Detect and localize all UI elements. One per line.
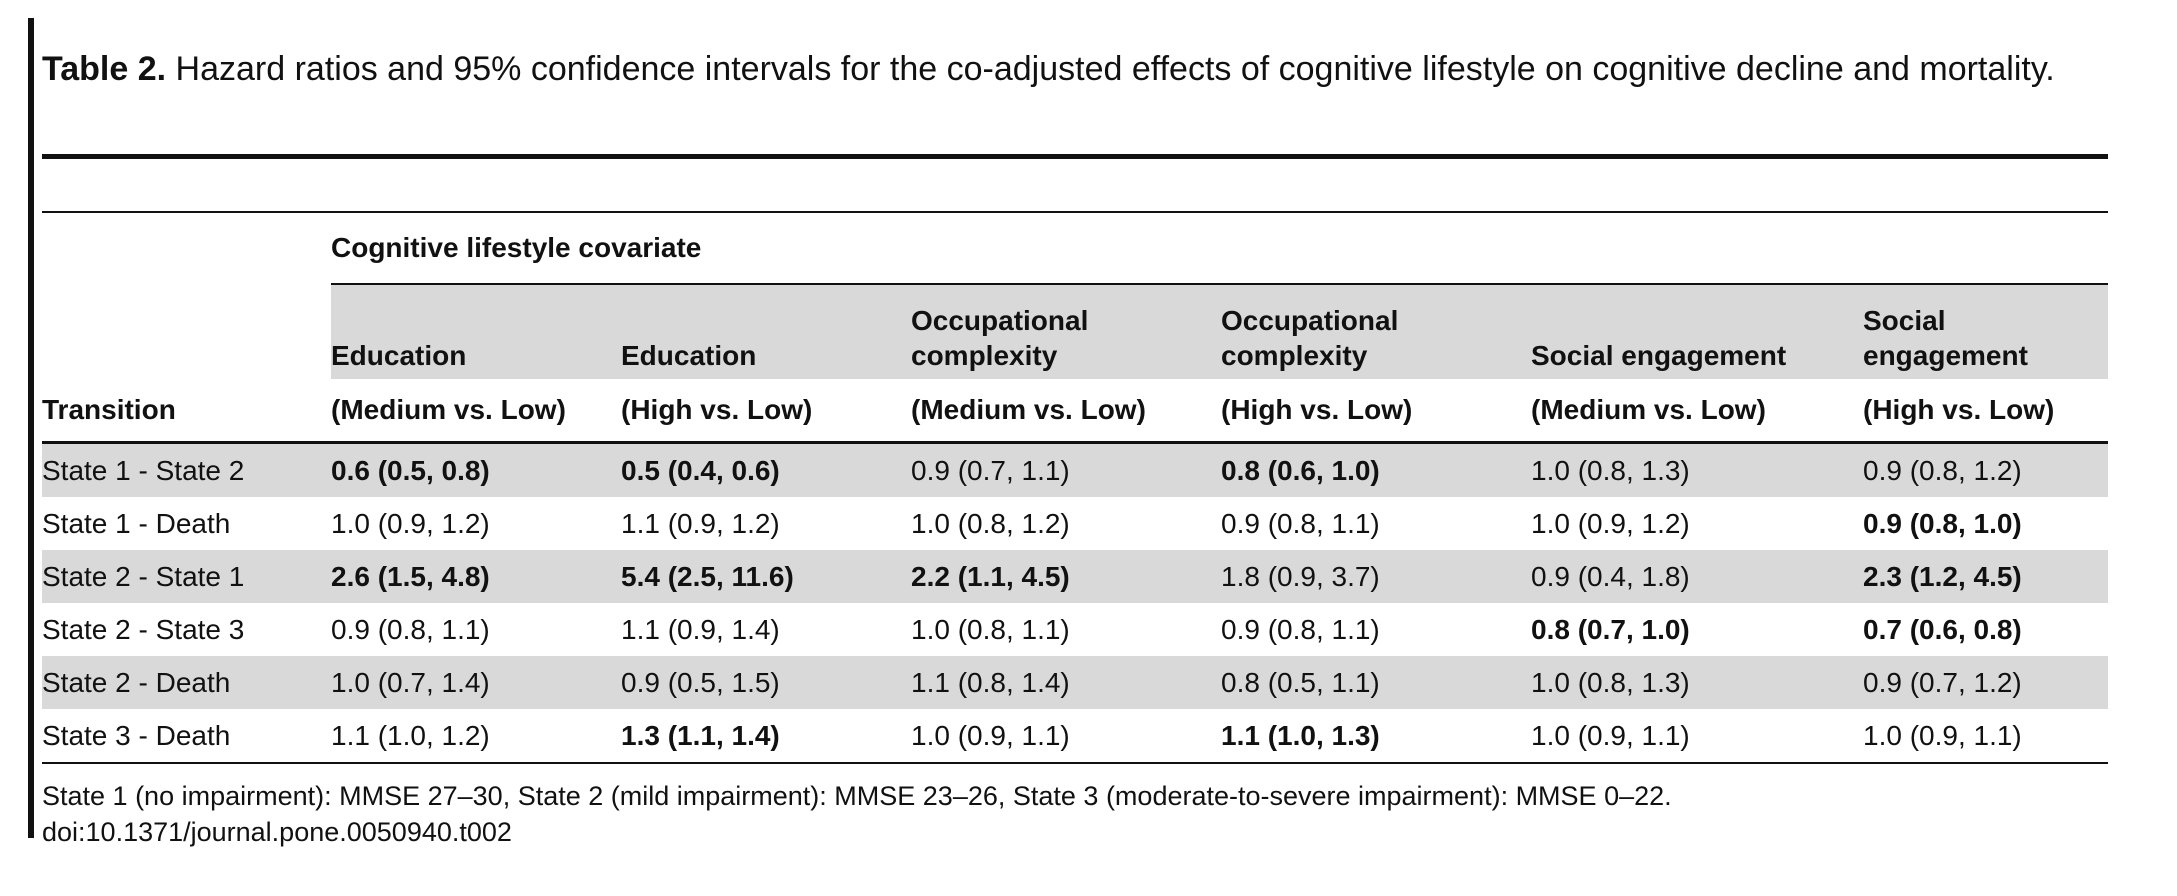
hazard-ratio-cell: 1.0 (0.9, 1.1): [911, 709, 1221, 764]
transition-cell: State 2 - Death: [42, 656, 331, 709]
hazard-ratio-cell: 1.0 (0.8, 1.2): [911, 507, 1070, 539]
col-header-line1: Education: [621, 284, 911, 379]
col-header-line2: (Medium vs. Low): [911, 379, 1221, 444]
hazard-ratio-cell: 1.1 (1.0, 1.3): [1221, 709, 1531, 764]
hazard-ratio-cell: 1.0 (0.7, 1.4): [331, 656, 621, 709]
table-row: State 2 - Death 1.0 (0.7, 1.4) 0.9 (0.5,…: [42, 656, 2109, 709]
hazard-ratio-cell: 1.3 (1.1, 1.4): [621, 709, 911, 764]
hazard-ratio-cell: 0.5 (0.4, 0.6): [621, 442, 911, 497]
table-caption-text: Hazard ratios and 95% confidence interva…: [166, 50, 2055, 88]
table-row: State 3 - Death 1.1 (1.0, 1.2) 1.3 (1.1,…: [42, 709, 2109, 764]
hazard-ratio-cell: 1.8 (0.9, 3.7): [1221, 550, 1531, 603]
col-header-line2: (High vs. Low): [1221, 379, 1531, 444]
col-header-line1: Occupational complexity: [911, 284, 1221, 379]
column-header-row-2: Transition (Medium vs. Low) (High vs. Lo…: [42, 379, 2109, 444]
hazard-ratio-cell: 0.8 (0.5, 1.1): [1221, 656, 1531, 709]
col-header-line2: (Medium vs. Low): [1531, 379, 1863, 444]
table-body: State 1 - State 2 0.6 (0.5, 0.8) 0.5 (0.…: [42, 442, 2109, 764]
hazard-ratio-cell: 0.8 (0.7, 1.0): [1531, 613, 1690, 645]
hazard-ratio-cell: 0.9 (0.8, 1.1): [1221, 613, 1380, 645]
hazard-ratio-cell: 0.9 (0.8, 1.2): [1863, 442, 2109, 497]
column-header-row-1: Education Education Occupational complex…: [42, 284, 2109, 379]
hazard-ratio-cell: 0.9 (0.7, 1.2): [1863, 656, 2109, 709]
table-row: State 1 - State 2 0.6 (0.5, 0.8) 0.5 (0.…: [42, 442, 2109, 497]
hazard-ratio-cell: 1.1 (0.8, 1.4): [911, 656, 1221, 709]
col-header-line1: Education: [331, 284, 621, 379]
hazard-ratio-cell: 0.9 (0.8, 1.1): [1221, 507, 1380, 539]
transition-header-spacer: [42, 284, 331, 379]
col-header-line2: (Medium vs. Low): [331, 379, 621, 444]
hazard-ratio-cell: 0.8 (0.6, 1.0): [1221, 442, 1531, 497]
hazard-ratio-cell: 1.1 (0.9, 1.4): [621, 613, 780, 645]
table-row: State 2 - State 1 2.6 (1.5, 4.8) 5.4 (2.…: [42, 550, 2109, 603]
hazard-ratio-cell: 1.0 (0.9, 1.1): [1863, 709, 2109, 764]
caption-divider: [42, 154, 2108, 159]
hazard-ratio-cell: 1.0 (0.8, 1.3): [1531, 442, 1863, 497]
hazard-ratio-cell: 2.3 (1.2, 4.5): [1863, 550, 2109, 603]
table-footnote: State 1 (no impairment): MMSE 27–30, Sta…: [42, 778, 2102, 850]
hazard-ratio-cell: 5.4 (2.5, 11.6): [621, 550, 911, 603]
hazard-ratio-table: Cognitive lifestyle covariate Education …: [42, 211, 2109, 764]
col-header-line1: Social engagement: [1863, 284, 2109, 379]
transition-header: Transition: [42, 379, 331, 444]
transition-cell: State 1 - Death: [42, 507, 231, 539]
hazard-ratio-cell: 1.0 (0.9, 1.2): [1531, 507, 1690, 539]
transition-cell: State 2 - State 3: [42, 613, 245, 645]
hazard-ratio-cell: 0.9 (0.8, 1.1): [331, 613, 490, 645]
hazard-ratio-cell: 1.0 (0.8, 1.1): [911, 613, 1070, 645]
footnote-state-definitions: State 1 (no impairment): MMSE 27–30, Sta…: [42, 781, 1672, 811]
hazard-ratio-cell: 0.7 (0.6, 0.8): [1863, 613, 2022, 645]
hazard-ratio-cell: 2.2 (1.1, 4.5): [911, 550, 1221, 603]
hazard-ratio-cell: 2.6 (1.5, 4.8): [331, 550, 621, 603]
hazard-ratio-cell: 0.9 (0.4, 1.8): [1531, 550, 1863, 603]
group-header-cognitive-lifestyle: Cognitive lifestyle covariate: [331, 211, 2109, 285]
col-header-line2: (High vs. Low): [621, 379, 911, 444]
group-header-spacer: [42, 211, 331, 284]
footnote-doi: doi:10.1371/journal.pone.0050940.t002: [42, 817, 512, 847]
col-header-line2: (High vs. Low): [1863, 379, 2109, 444]
hazard-ratio-cell: 0.9 (0.5, 1.5): [621, 656, 911, 709]
table-row: State 1 - Death 1.0 (0.9, 1.2) 1.1 (0.9,…: [42, 497, 2108, 550]
transition-cell: State 2 - State 1: [42, 550, 331, 603]
hazard-ratio-cell: 0.6 (0.5, 0.8): [331, 442, 621, 497]
col-header-line1: Social engagement: [1531, 284, 1863, 379]
left-margin-rule: [28, 18, 34, 838]
hazard-ratio-cell: 1.0 (0.9, 1.2): [331, 507, 490, 539]
transition-cell: State 1 - State 2: [42, 442, 331, 497]
col-header-line1: Occupational complexity: [1221, 284, 1531, 379]
hazard-ratio-cell: 0.9 (0.7, 1.1): [911, 442, 1221, 497]
hazard-ratio-cell: 1.1 (0.9, 1.2): [621, 507, 780, 539]
table-caption: Table 2. Hazard ratios and 95% confidenc…: [42, 46, 2102, 92]
group-header-row: Cognitive lifestyle covariate: [42, 211, 2109, 285]
hazard-ratio-cell: 1.0 (0.9, 1.1): [1531, 709, 1863, 764]
hazard-ratio-cell: 1.0 (0.8, 1.3): [1531, 656, 1863, 709]
table-row: State 2 - State 3 0.9 (0.8, 1.1) 1.1 (0.…: [42, 603, 2108, 656]
hazard-ratio-cell: 1.1 (1.0, 1.2): [331, 709, 621, 764]
table-label: Table 2.: [42, 50, 167, 88]
transition-cell: State 3 - Death: [42, 709, 331, 764]
hazard-ratio-cell: 0.9 (0.8, 1.0): [1863, 507, 2022, 539]
